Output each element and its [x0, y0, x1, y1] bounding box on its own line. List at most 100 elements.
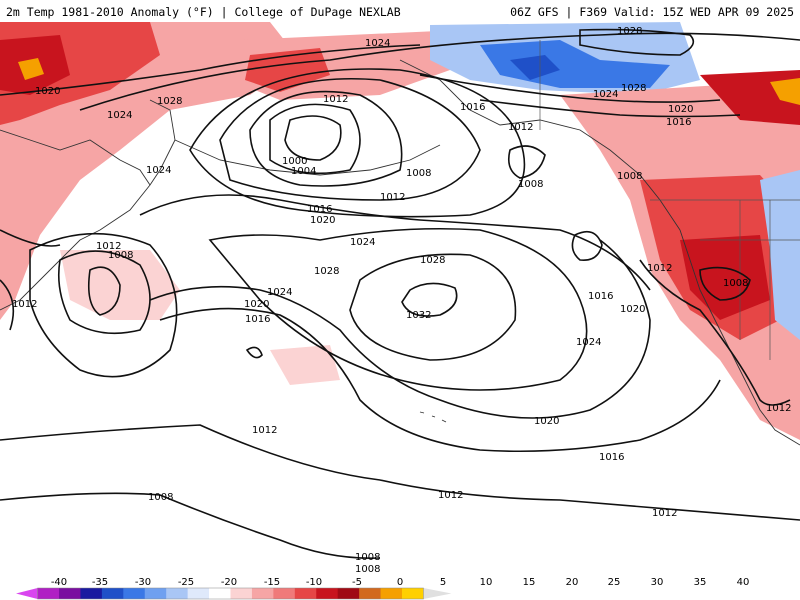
colorbar-tick: -10 [306, 577, 322, 588]
isobar-1004-low [269, 103, 361, 175]
colorbar-tick: 15 [523, 577, 536, 588]
colorbar-tick: -40 [51, 577, 67, 588]
anomaly-west-hot-core [680, 235, 770, 320]
colorbar-tick: -30 [135, 577, 151, 588]
isobar-1008-low [249, 90, 403, 187]
isobar-label: 1020 [534, 416, 559, 427]
colorbar-swatch [251, 588, 274, 599]
colorbar-swatch [37, 588, 60, 599]
colorbar-tick: 40 [737, 577, 750, 588]
colorbar-tick: -5 [352, 577, 362, 588]
colorbar-tick-labels: -40 -35 -30 -25 -20 -15 -10 -5 0 5 10 15… [51, 577, 750, 588]
isobar-label: 1016 [666, 117, 691, 128]
isobar-label: 1032 [406, 310, 431, 321]
colorbar-swatch [402, 588, 424, 599]
colorbar-swatch [16, 588, 38, 599]
isobar-1012-south [0, 424, 800, 521]
isobar-1008-gulf-2 [571, 230, 603, 262]
isobar-1028-high [349, 253, 517, 361]
isobar-label: 1012 [96, 241, 121, 252]
isobar-1016-high [159, 307, 721, 453]
isobar-label: 1016 [460, 102, 485, 113]
isobar-label: 1012 [323, 94, 348, 105]
isobar-label: 1024 [350, 237, 375, 248]
isobar-label: 1012 [508, 122, 533, 133]
isobar-label: 1008 [723, 278, 748, 289]
isobar-label: 1020 [244, 299, 269, 310]
isobar-1012-aleutian [219, 77, 481, 201]
anomaly-shading [0, 22, 800, 440]
isobar-label: 1012 [380, 192, 405, 203]
run-valid-time: 06Z GFS | F369 Valid: 15Z WED APR 09 202… [510, 5, 794, 19]
isobar-label: 1028 [617, 26, 642, 37]
isobar-1008-south [0, 492, 381, 559]
anomaly-asia-peak [18, 58, 44, 80]
isobar-label: 1012 [438, 490, 463, 501]
isobar-1008-gulf [507, 145, 546, 179]
colorbar-tick: 10 [480, 577, 493, 588]
isobar-1024-high [208, 227, 588, 391]
isobar-1008-west [0, 229, 61, 247]
isobar-1012-coast [639, 259, 791, 406]
colorbar-swatch [316, 588, 339, 599]
colorbar-tick: 35 [694, 577, 707, 588]
isobar-1020-high [149, 239, 651, 419]
isobar-1032 [401, 282, 458, 317]
colorbar-swatch [230, 588, 253, 599]
isobar-1020-west-low [29, 232, 178, 378]
colorbar-swatches [16, 587, 452, 600]
colorbar-swatch [101, 588, 124, 599]
colorbar-swatch [380, 588, 403, 599]
isobar-label: 1020 [35, 86, 60, 97]
isobar-label: 1024 [267, 287, 292, 298]
isobar-1020-aleutian [139, 194, 651, 291]
isobar-label: 1016 [307, 204, 332, 215]
colorbar-outline [37, 587, 424, 600]
isobar-label: 1004 [291, 166, 316, 177]
isobar-label: 1012 [252, 425, 277, 436]
isobar-label: 1008 [355, 552, 380, 563]
isobar-label: 1020 [620, 304, 645, 315]
colorbar-tick: 25 [608, 577, 621, 588]
isobar-label: 1028 [621, 83, 646, 94]
isobar-1016-west-low [57, 250, 151, 335]
isobar-label: 1020 [668, 104, 693, 115]
isobar-label: 1028 [420, 255, 445, 266]
isobar-label: 1008 [518, 179, 543, 190]
isobar-label: 1016 [245, 314, 270, 325]
colorbar-swatch [80, 588, 103, 599]
anomaly-alaska-coldest [510, 55, 560, 80]
isobar-labels: 1024 1028 1020 1024 1028 1012 1016 1024 … [12, 26, 791, 575]
isobars [0, 28, 800, 559]
isobar-label: 1024 [365, 38, 390, 49]
isobar-label: 1008 [406, 168, 431, 179]
isobar-1024-north [79, 32, 800, 111]
colorbar-swatch [273, 588, 296, 599]
isobar-label: 1028 [157, 96, 182, 107]
anomaly-pacific-spot [270, 345, 340, 385]
isobar-label: 1024 [593, 89, 618, 100]
isobar-1028-canada [579, 28, 695, 56]
colorbar-swatch [359, 588, 382, 599]
anomaly-canada-peak [770, 78, 800, 105]
colorbar-swatch [187, 588, 210, 599]
isobar-label: 1016 [599, 452, 624, 463]
isobar-label: 1008 [108, 250, 133, 261]
isobar-label: 1008 [355, 564, 380, 575]
isobar-1008-small [245, 346, 263, 359]
colorbar-tick: 5 [440, 577, 446, 588]
colorbar-swatch [59, 588, 81, 599]
isobar-1028-north [0, 44, 421, 96]
isobar-1000-low [284, 115, 342, 161]
isobar-1012-west-low [87, 266, 121, 316]
colorbar-tick: -20 [221, 577, 237, 588]
colorbar-tick: 30 [651, 577, 664, 588]
isobar-label: 1012 [647, 263, 672, 274]
isobar-label: 1000 [282, 156, 307, 167]
isobar-label: 1024 [146, 165, 171, 176]
map-title: 2m Temp 1981-2010 Anomaly (°F) | College… [6, 5, 401, 19]
colorbar-tick: -25 [178, 577, 194, 588]
colorbar-swatch [123, 588, 146, 599]
isobar-label: 1024 [576, 337, 601, 348]
